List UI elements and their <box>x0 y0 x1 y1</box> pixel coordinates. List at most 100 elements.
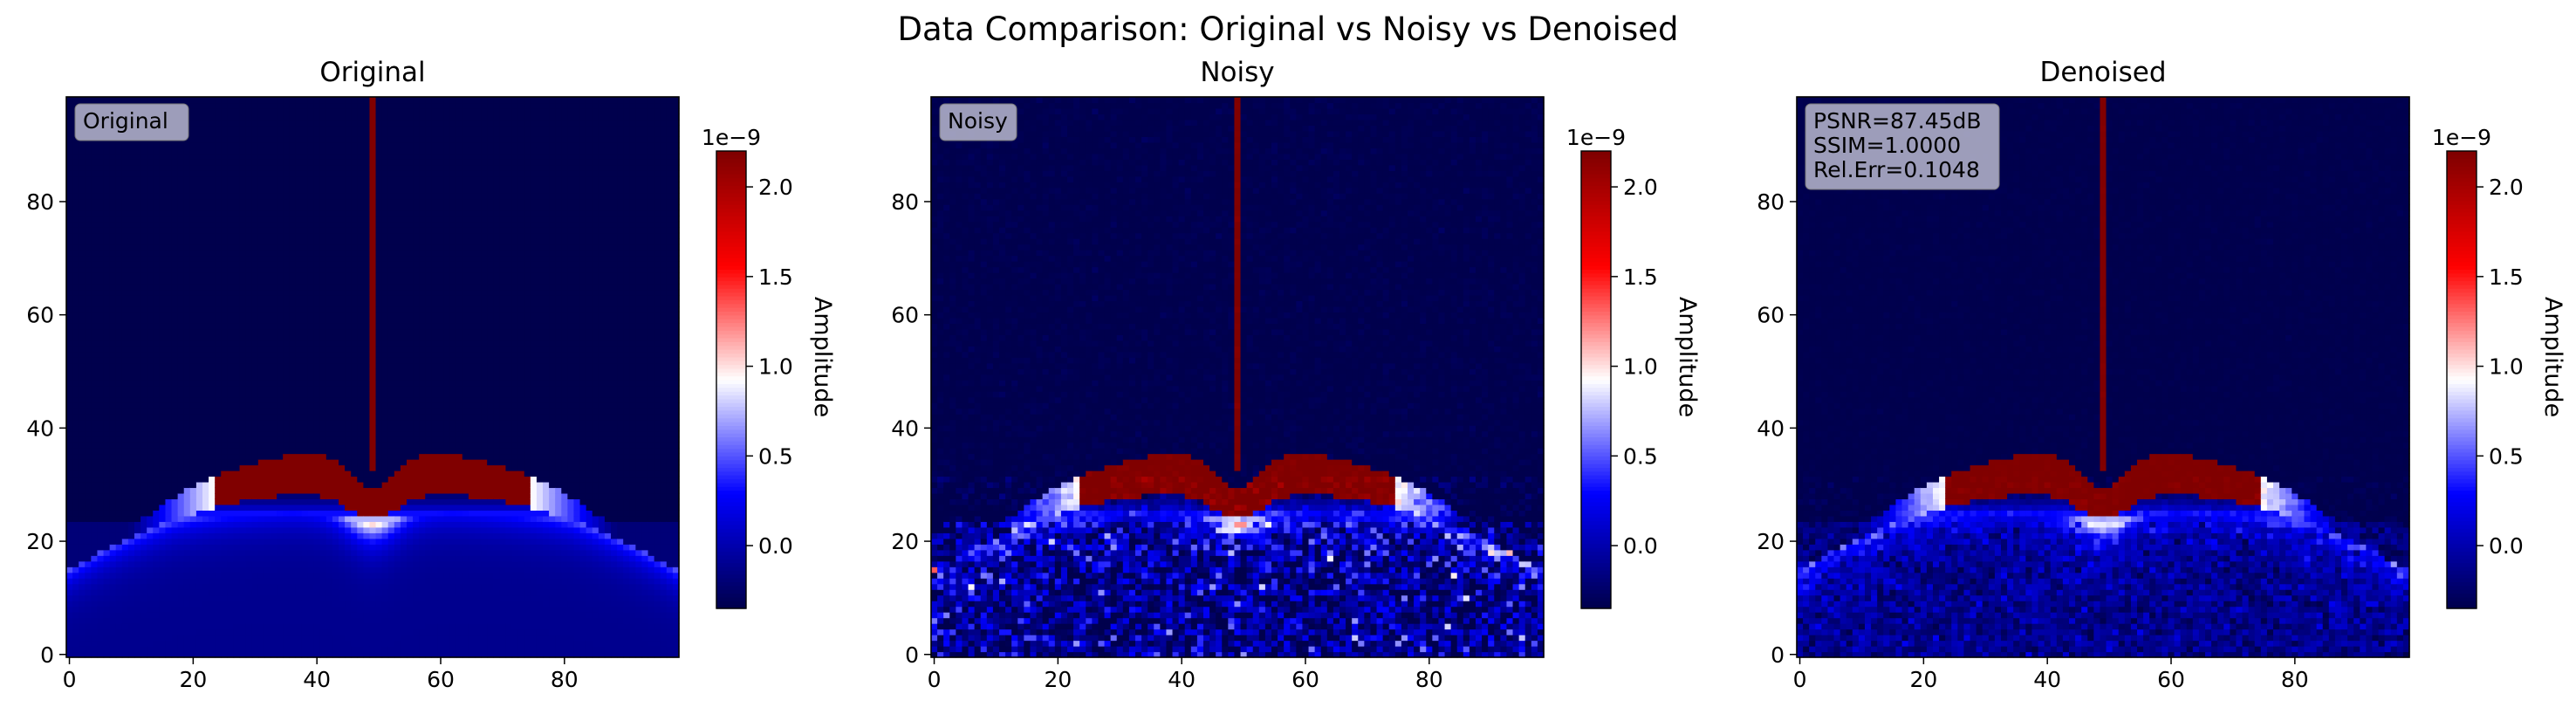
heatmap-cell <box>313 374 321 381</box>
heatmap-cell <box>171 549 179 556</box>
heatmap-cell <box>339 566 346 573</box>
heatmap-cell <box>363 436 371 443</box>
heatmap-cell <box>345 419 352 426</box>
heatmap-cells <box>66 97 680 658</box>
heatmap-cell <box>239 97 247 104</box>
heatmap-cell <box>233 589 241 596</box>
heatmap-cell <box>97 572 105 579</box>
heatmap-cell <box>202 544 209 551</box>
heatmap-cell <box>332 544 339 551</box>
heatmap-cell <box>233 498 241 505</box>
heatmap-cell <box>91 442 99 449</box>
heatmap-cell <box>369 425 377 432</box>
heatmap-cell <box>85 153 92 160</box>
heatmap-cell <box>283 125 290 132</box>
heatmap-cell <box>351 498 358 505</box>
heatmap-cell <box>332 380 339 387</box>
heatmap-cell <box>264 306 271 313</box>
heatmap-cell <box>257 566 265 573</box>
heatmap-cell <box>369 102 377 109</box>
heatmap-cell <box>357 566 364 573</box>
heatmap-cell <box>313 583 321 590</box>
heatmap-cell <box>239 209 247 216</box>
heatmap-cell <box>109 227 117 234</box>
heatmap-cell <box>307 351 315 358</box>
heatmap-cell <box>233 340 241 347</box>
heatmap-cell <box>177 544 185 551</box>
heatmap-cell <box>171 182 179 189</box>
heatmap-cell <box>264 368 271 375</box>
heatmap-cell <box>357 97 364 104</box>
heatmap-cell <box>209 244 216 251</box>
heatmap-cell <box>325 606 333 613</box>
heatmap-cell <box>221 130 228 137</box>
heatmap-cell <box>140 97 147 104</box>
heatmap-cell <box>251 198 259 205</box>
heatmap-cell <box>233 442 241 449</box>
heatmap-cell <box>251 357 259 364</box>
heatmap-cell <box>257 425 265 432</box>
heatmap-cell <box>72 555 79 562</box>
heatmap-cell <box>97 159 105 166</box>
heatmap-cell <box>159 97 167 104</box>
heatmap-cell <box>257 651 265 658</box>
heatmap-cell <box>271 306 277 313</box>
heatmap-cell <box>221 498 228 505</box>
heatmap-cell <box>264 107 271 115</box>
heatmap-cell <box>375 617 383 624</box>
heatmap-cell <box>251 380 259 387</box>
heatmap-cell <box>245 521 253 528</box>
heatmap-cell <box>97 97 105 104</box>
heatmap-cell <box>319 635 327 642</box>
heatmap-cell <box>277 492 284 500</box>
heatmap-cell <box>202 113 209 120</box>
heatmap-cell <box>233 182 241 189</box>
heatmap-cell <box>134 572 141 579</box>
heatmap-cell <box>227 374 235 381</box>
heatmap-cell <box>91 374 99 381</box>
heatmap-cell <box>245 362 253 369</box>
heatmap-cell <box>227 102 235 109</box>
heatmap-cell <box>369 408 377 415</box>
heatmap-cell <box>251 487 259 494</box>
heatmap-cell <box>369 442 377 449</box>
heatmap-cell <box>79 510 86 517</box>
heatmap-cell <box>171 97 179 104</box>
heatmap-cell <box>97 209 105 216</box>
heatmap-cell <box>85 470 92 477</box>
heatmap-cell <box>227 238 235 245</box>
heatmap-cell <box>215 453 222 460</box>
heatmap-cell <box>127 526 135 533</box>
heatmap-cell <box>109 617 117 624</box>
heatmap-cell <box>363 125 371 132</box>
heatmap-cell <box>283 374 290 381</box>
heatmap-cell <box>215 555 222 562</box>
heatmap-cell <box>325 544 333 551</box>
heatmap-cell <box>363 583 371 590</box>
heatmap-cell <box>177 346 185 353</box>
heatmap-cell <box>257 357 265 364</box>
heatmap-cell <box>227 141 235 148</box>
heatmap-cell <box>159 459 167 466</box>
heatmap-cell <box>183 442 191 449</box>
heatmap-cell <box>245 261 253 268</box>
heatmap-cell <box>85 623 92 630</box>
heatmap-cell <box>147 544 154 551</box>
heatmap-cell <box>271 136 277 143</box>
heatmap-cell <box>301 628 309 635</box>
heatmap-cell <box>171 238 179 245</box>
heatmap-cell <box>177 306 185 313</box>
heatmap-cell <box>369 153 377 160</box>
heatmap-cell <box>264 357 271 364</box>
heatmap-cell <box>115 340 123 347</box>
heatmap-cell <box>153 232 160 239</box>
heatmap-cell <box>251 601 259 608</box>
heatmap-cell <box>195 436 203 443</box>
heatmap-cell <box>325 182 333 189</box>
heatmap-cell <box>79 244 86 251</box>
heatmap-cell <box>215 244 222 251</box>
heatmap-cell <box>66 113 73 120</box>
heatmap-cell <box>245 510 253 517</box>
heatmap-cell <box>227 255 235 262</box>
heatmap-cell <box>215 640 222 647</box>
